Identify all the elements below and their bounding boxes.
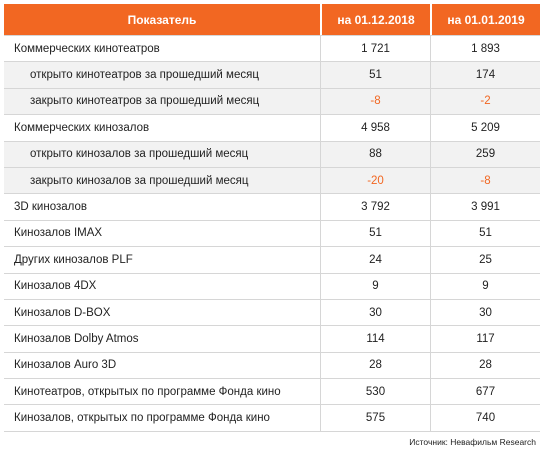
table-header: Показатель на 01.12.2018 на 01.01.2019 [4,4,540,35]
row-value-2018: 114 [320,325,430,352]
row-value-2018: 9 [320,272,430,299]
row-value-2019: -2 [430,87,540,115]
cinema-stats-table: Показатель на 01.12.2018 на 01.01.2019 К… [4,4,540,432]
table-row: открыто кинотеатров за прошедший месяц 5… [4,61,540,88]
table-row: Кинозалов 4DX 9 9 [4,272,540,299]
row-value-2018: 51 [320,61,430,88]
table-row: 3D кинозалов 3 792 3 991 [4,193,540,220]
table-row: открыто кинозалов за прошедший месяц 88 … [4,140,540,167]
row-label: Коммерческих кинозалов [4,114,320,140]
table-row: Кинозалов Auro 3D 28 28 [4,351,540,379]
row-value-2019: 117 [430,325,540,352]
row-value-2019: 28 [430,351,540,379]
row-label: Кинотеатров, открытых по программе Фонда… [4,378,320,404]
header-date-2019: на 01.01.2019 [430,4,540,35]
table-body: Коммерческих кинотеатров 1 721 1 893 отк… [4,35,540,432]
row-value-2019: 677 [430,378,540,405]
row-value-2019: 51 [430,219,540,247]
row-label: Кинозалов D-BOX [4,298,320,325]
header-date-2018: на 01.12.2018 [320,4,430,35]
row-value-2018: 1 721 [320,35,430,62]
row-label: Кинозалов, открытых по программе Фонда к… [4,404,320,432]
row-value-2019: 3 991 [430,193,540,220]
row-label: открыто кинотеатров за прошедший месяц [4,61,320,88]
row-label: Других кинозалов PLF [4,246,320,272]
row-value-2018: 30 [320,298,430,326]
row-label: Коммерческих кинотеатров [4,35,320,61]
table-row: Кинозалов D-BOX 30 30 [4,298,540,326]
header-row: Показатель на 01.12.2018 на 01.01.2019 [4,4,540,35]
row-label: закрыто кинотеатров за прошедший месяц [4,87,320,115]
source-note: Источник: Невафильм Research [409,437,536,447]
row-value-2019: 1 893 [430,35,540,62]
row-value-2018: 24 [320,246,430,273]
header-indicator: Показатель [4,4,320,35]
row-value-2019: -8 [430,166,540,194]
table-row: закрыто кинотеатров за прошедший месяц -… [4,87,540,115]
table-row: закрыто кинозалов за прошедший месяц -20… [4,166,540,194]
table-row: Кинотеатров, открытых по программе Фонда… [4,378,540,405]
table-row: Кинозалов, открытых по программе Фонда к… [4,404,540,432]
row-value-2019: 259 [430,140,540,167]
row-value-2018: 88 [320,140,430,167]
row-value-2018: 28 [320,351,430,379]
row-value-2019: 9 [430,272,540,299]
row-label: закрыто кинозалов за прошедший месяц [4,166,320,194]
row-value-2018: -8 [320,87,430,115]
table-row: Других кинозалов PLF 24 25 [4,246,540,273]
row-value-2018: 3 792 [320,193,430,220]
row-label: Кинозалов IMAX [4,219,320,246]
row-value-2019: 25 [430,246,540,273]
row-label: Кинозалов 4DX [4,272,320,299]
row-value-2018: -20 [320,166,430,194]
row-value-2018: 575 [320,404,430,432]
row-value-2018: 4 958 [320,114,430,141]
row-value-2018: 51 [320,219,430,247]
row-value-2019: 30 [430,298,540,326]
row-label: открыто кинозалов за прошедший месяц [4,140,320,167]
table-row: Кинозалов Dolby Atmos 114 117 [4,325,540,352]
row-value-2019: 174 [430,61,540,88]
row-label: Кинозалов Dolby Atmos [4,325,320,351]
row-value-2018: 530 [320,378,430,405]
table-row: Коммерческих кинозалов 4 958 5 209 [4,114,540,141]
row-label: Кинозалов Auro 3D [4,351,320,378]
row-value-2019: 5 209 [430,114,540,141]
table-row: Коммерческих кинотеатров 1 721 1 893 [4,35,540,62]
row-value-2019: 740 [430,404,540,432]
row-label: 3D кинозалов [4,193,320,219]
table-row: Кинозалов IMAX 51 51 [4,219,540,247]
